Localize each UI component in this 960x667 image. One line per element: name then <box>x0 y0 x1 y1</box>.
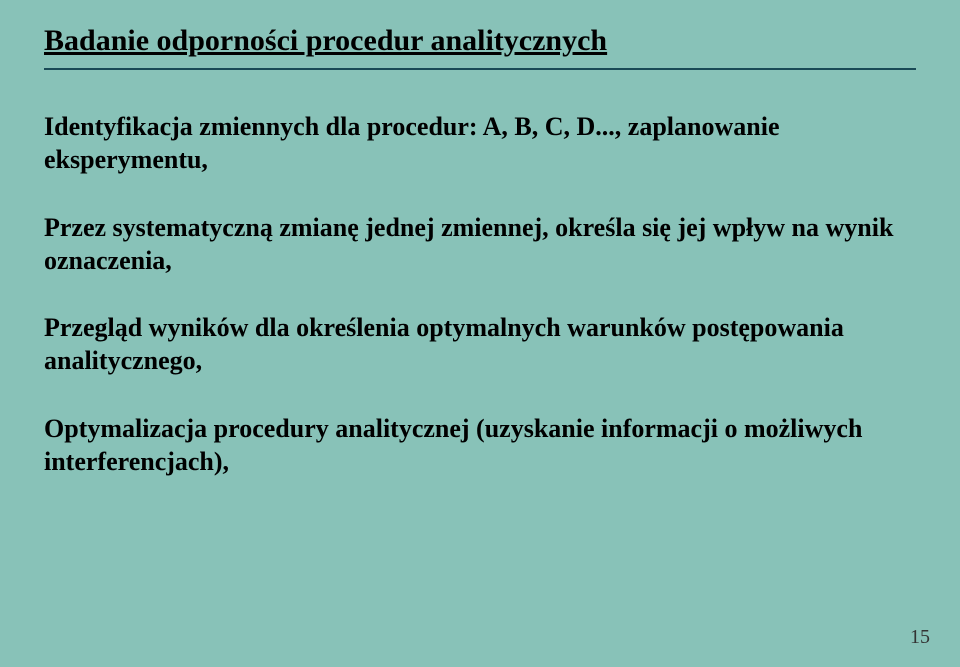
slide-title: Badanie odporności procedur analitycznyc… <box>44 24 916 58</box>
paragraph-3: Przegląd wyników dla określenia optymaln… <box>44 311 916 378</box>
slide: Badanie odporności procedur analitycznyc… <box>0 0 960 667</box>
paragraph-4: Optymalizacja procedury analitycznej (uz… <box>44 412 916 479</box>
paragraph-2: Przez systematyczną zmianę jednej zmienn… <box>44 211 916 278</box>
title-underline-rule <box>44 68 916 70</box>
paragraph-1: Identyfikacja zmiennych dla procedur: A,… <box>44 110 916 177</box>
page-number: 15 <box>910 626 930 649</box>
